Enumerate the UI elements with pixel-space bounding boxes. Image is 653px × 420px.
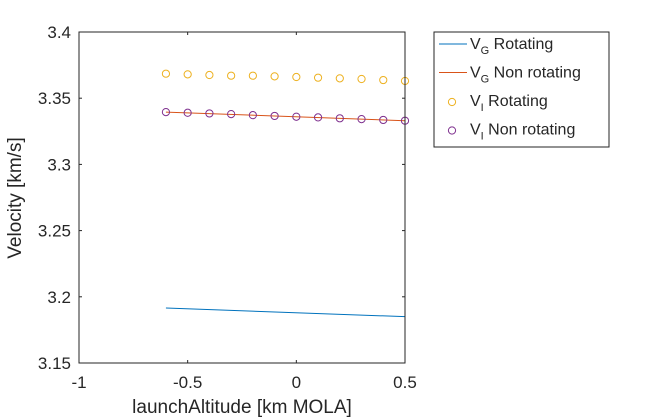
series-3-point — [292, 112, 301, 121]
series-2-point — [335, 74, 344, 83]
legend-swatch-marker — [447, 97, 457, 107]
plot-area — [79, 32, 405, 363]
series-2-point — [205, 70, 214, 80]
legend-swatch-marker — [447, 126, 457, 135]
legend-label: VG Non rotating — [470, 65, 581, 86]
series-3-point — [379, 115, 388, 125]
legend-label-sub: I — [481, 131, 484, 143]
x-tick-label: 0 — [292, 373, 301, 392]
y-tick-label: 3.15 — [38, 354, 71, 373]
y-tick-label: 3.4 — [47, 23, 71, 42]
y-tick-label: 3.3 — [47, 155, 71, 174]
series-2-point — [183, 70, 192, 79]
x-tick-label: -0.5 — [173, 373, 202, 392]
series-3-point — [270, 111, 279, 121]
y-axis-label: Velocity [km/s] — [5, 137, 26, 258]
legend-label-main: V — [470, 93, 481, 110]
series-2-point — [357, 74, 366, 84]
series-3-point — [357, 115, 366, 124]
series-2-point — [292, 72, 301, 82]
series-3-point — [248, 111, 257, 120]
series-3-point — [313, 113, 323, 122]
series-2-point — [161, 69, 171, 78]
plot-box — [78, 31, 406, 364]
series-3-point — [183, 108, 192, 117]
legend-label-rest: Rotating — [489, 36, 553, 53]
series-3-point — [335, 114, 344, 123]
legend-label: VG Rotating — [470, 36, 553, 57]
legend-label-rest: Non rotating — [489, 65, 581, 82]
series-2-point — [379, 75, 388, 85]
series-2-point — [227, 71, 236, 80]
x-tick-label: 0.5 — [393, 373, 417, 392]
series-3-point — [161, 108, 171, 117]
series-2-point — [248, 71, 257, 80]
legend-label: VI Non rotating — [470, 122, 575, 143]
legend-label-rest: Rotating — [484, 93, 548, 110]
x-axis-label: launchAltitude [km MOLA] — [132, 397, 352, 418]
series-3-point — [227, 109, 236, 119]
legend-label-sub: G — [481, 74, 490, 86]
series-0-line — [165, 307, 406, 318]
tick-labels: -1 -0.5 0 0.5 3.15 3.2 3.25 3.3 3.35 3.4 — [38, 23, 417, 392]
legend-label-main: V — [470, 122, 481, 139]
legend-label-sub: G — [481, 45, 490, 57]
series-3-point — [205, 109, 214, 118]
legend-label-rest: Non rotating — [484, 122, 576, 139]
y-tick-label: 3.25 — [38, 222, 71, 241]
y-tick-label: 3.35 — [38, 89, 71, 108]
legend-box — [433, 31, 610, 148]
legend-label-sub: I — [481, 102, 484, 114]
legend-label: VI Rotating — [470, 93, 548, 114]
x-tick-label: -1 — [71, 373, 86, 392]
series-2-point — [270, 72, 279, 81]
legend-label-main: V — [470, 36, 481, 53]
legend-label-main: V — [470, 65, 481, 82]
series-2-point — [313, 73, 323, 82]
y-tick-label: 3.2 — [47, 288, 71, 307]
